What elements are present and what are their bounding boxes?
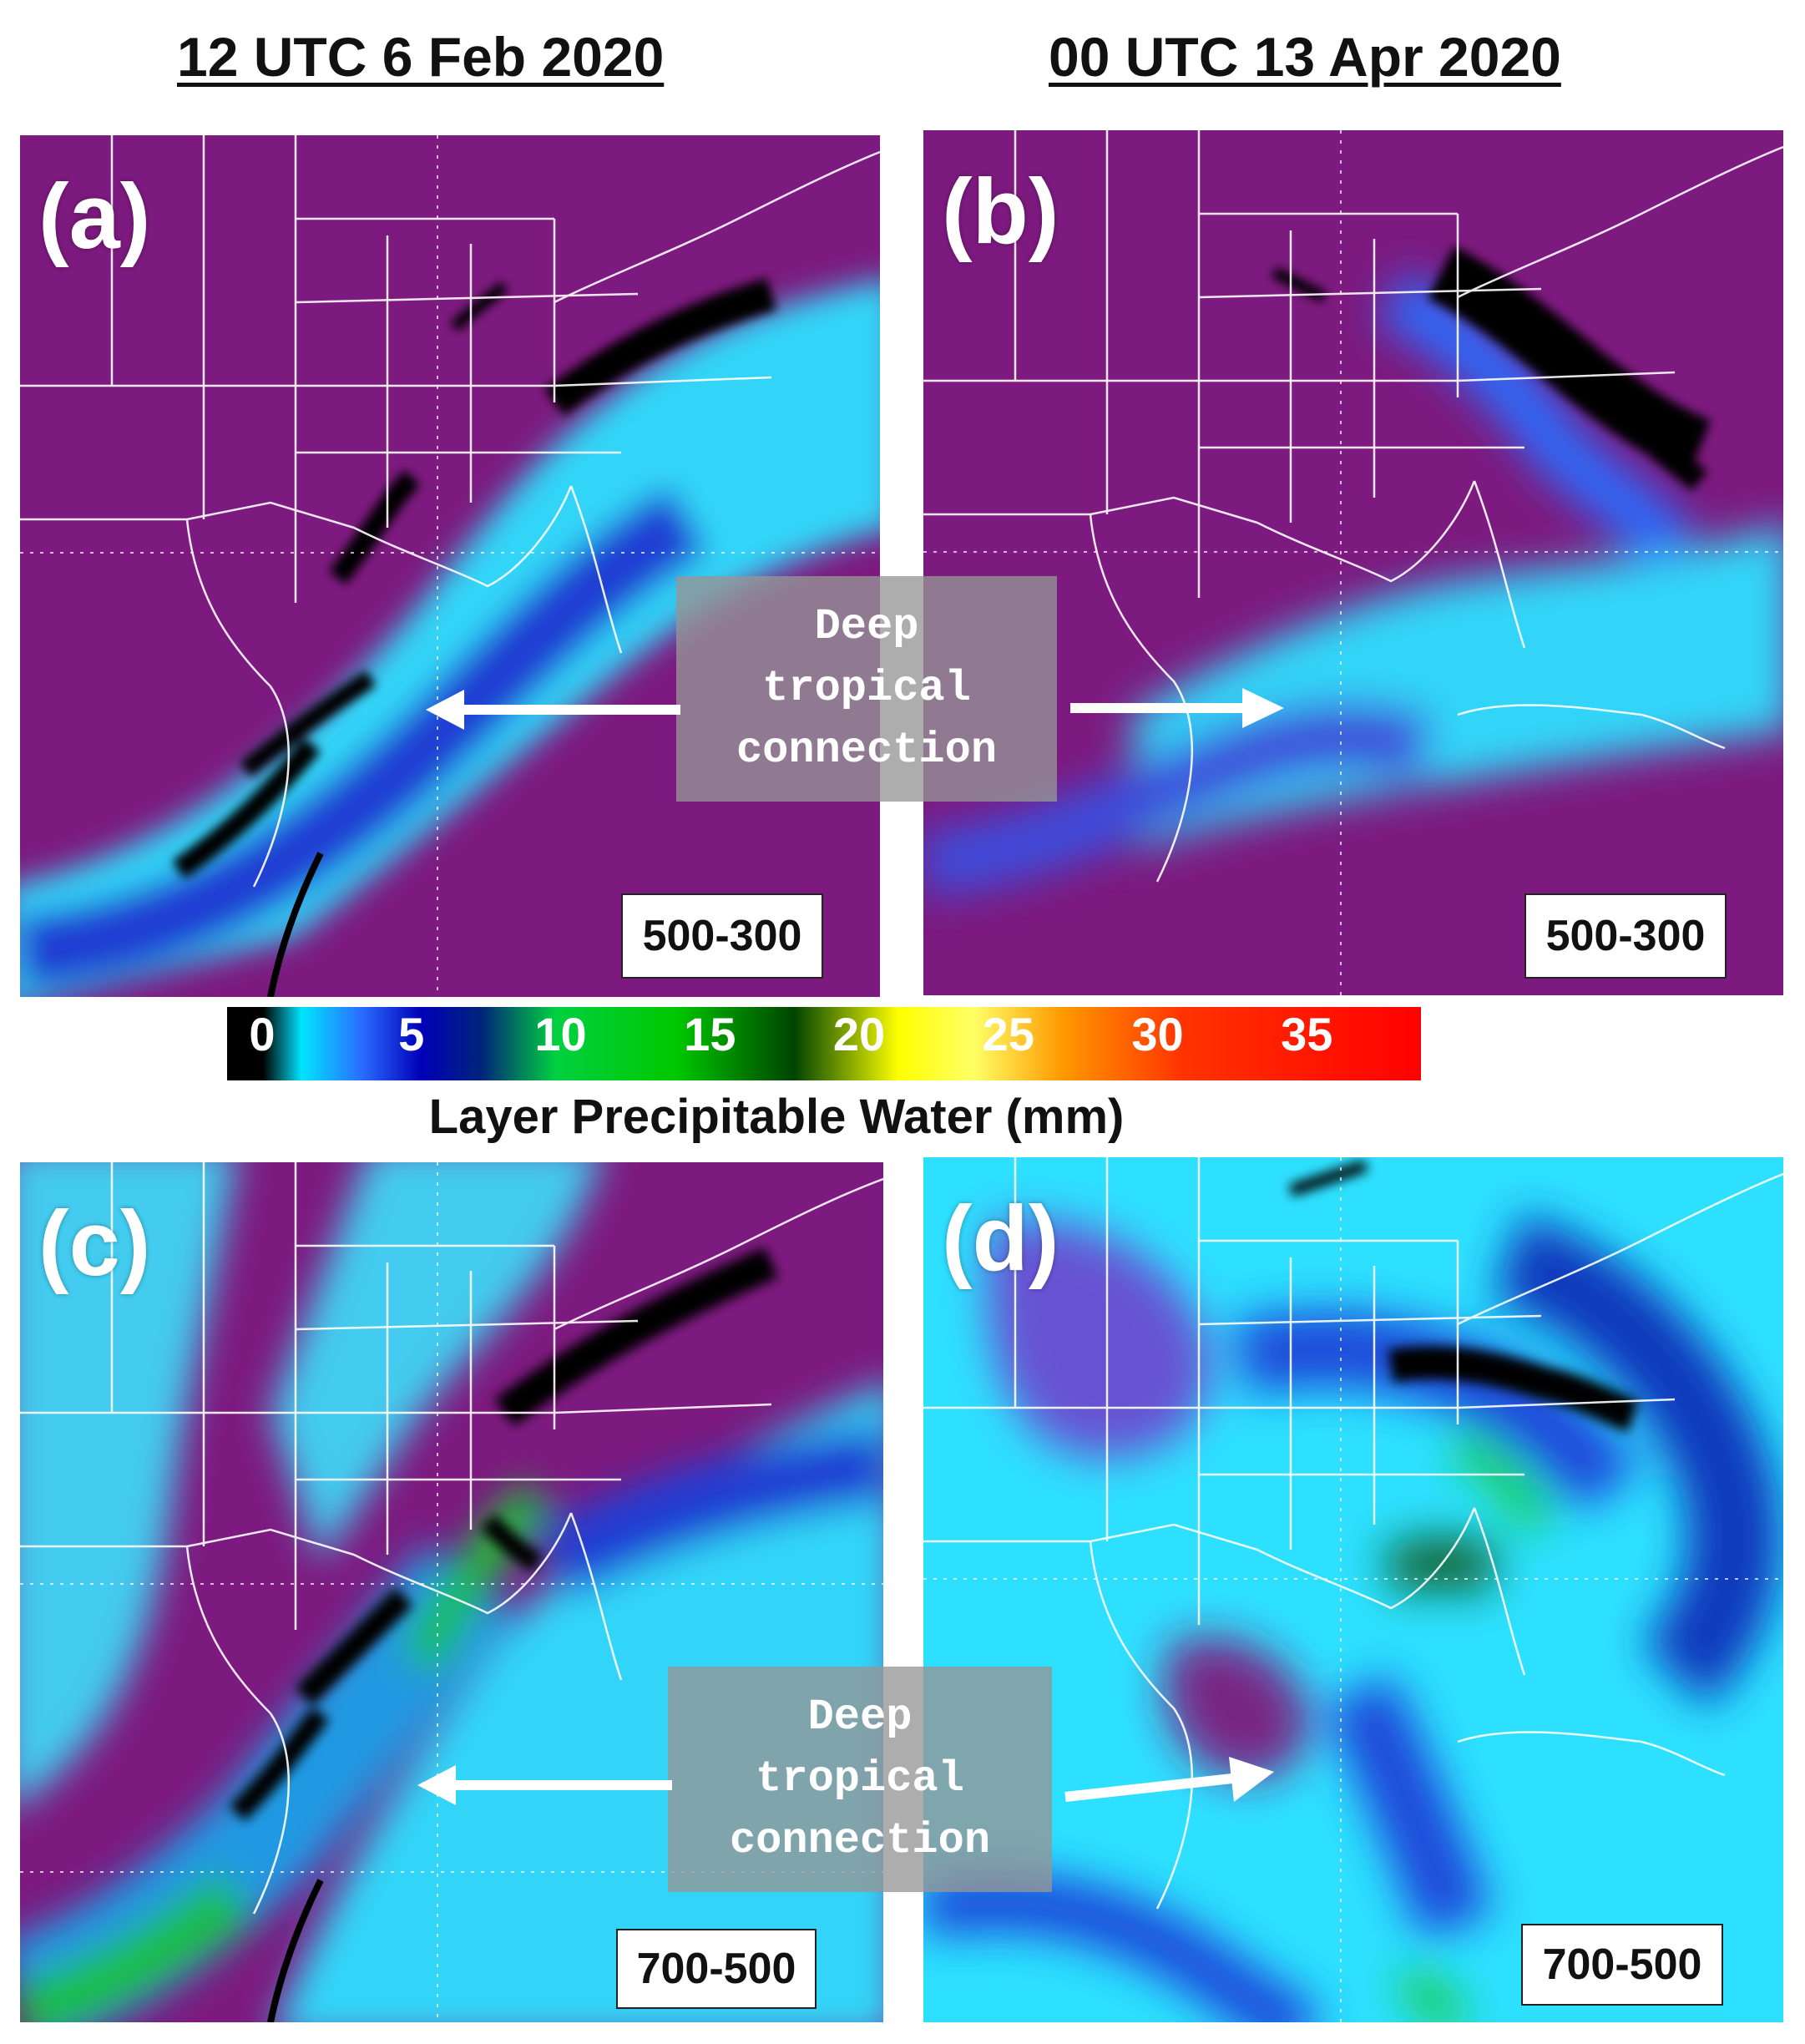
colorbar-tick-35: 35 (1281, 1008, 1333, 1060)
layer-label-a: 500-300 (621, 893, 823, 979)
map-panel-c: (c) 700-500 (20, 1162, 883, 2022)
panel-label-b: (b) (942, 160, 1059, 263)
panel-label-a: (a) (38, 165, 151, 268)
layer-label-b: 500-300 (1524, 893, 1727, 979)
map-panel-d: (d) 700-500 (923, 1157, 1783, 2022)
callout-top-line-1: Deep (814, 602, 919, 652)
colorbar-tick-10: 10 (534, 1008, 587, 1060)
callout-bottom: Deep tropical connection (668, 1667, 1052, 1892)
callout-top-line-2: tropical (762, 664, 971, 714)
callout-bottom-line-1: Deep (807, 1692, 913, 1743)
colorbar-tick-15: 15 (684, 1008, 736, 1060)
layer-label-c: 700-500 (616, 1929, 817, 2009)
map-panel-d-image (923, 1157, 1783, 2022)
panel-label-d: (d) (942, 1187, 1059, 1290)
colorbar-tick-20: 20 (832, 1008, 886, 1060)
map-panel-a-image (20, 135, 880, 997)
callout-bottom-line-3: connection (729, 1815, 991, 1865)
column-title-right: 00 UTC 13 Apr 2020 (1049, 26, 1561, 88)
colorbar-tick-30: 30 (1131, 1008, 1184, 1060)
colorbar: 0 5 10 15 20 25 30 35 (227, 1007, 1421, 1080)
panel-label-c: (c) (38, 1192, 151, 1295)
map-panel-a: (a) 500-300 (20, 135, 880, 997)
layer-label-d: 700-500 (1521, 1924, 1723, 2006)
map-panel-b: (b) 500-300 (923, 130, 1783, 995)
callout-top: Deep tropical connection (676, 576, 1057, 802)
map-panel-b-image (923, 130, 1783, 995)
colorbar-tick-25: 25 (982, 1008, 1034, 1060)
callout-top-line-3: connection (736, 725, 998, 775)
colorbar-tick-0: 0 (249, 1008, 276, 1060)
column-title-left: 12 UTC 6 Feb 2020 (177, 26, 665, 88)
colorbar-title: Layer Precipitable Water (mm) (428, 1090, 1125, 1144)
colorbar-tick-5: 5 (398, 1008, 425, 1060)
callout-bottom-line-2: tropical (756, 1754, 964, 1804)
